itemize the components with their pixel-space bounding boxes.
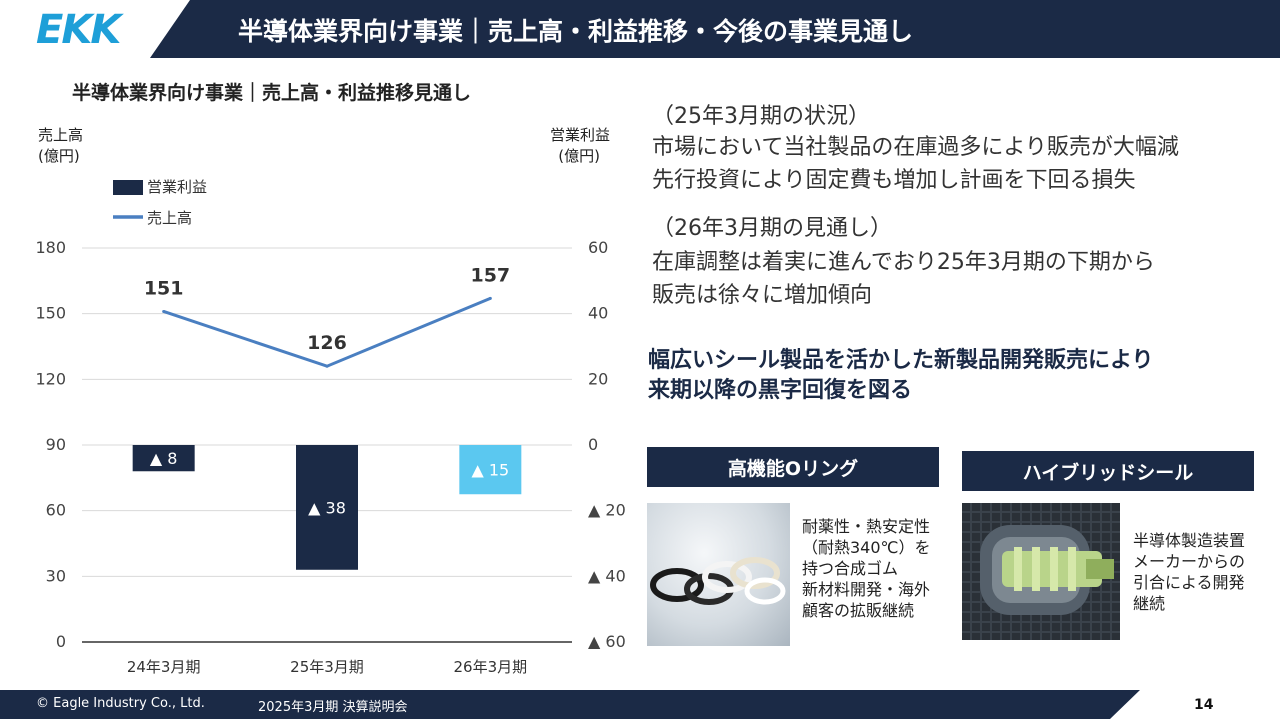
status-line-2: 先行投資により固定費も増加し計画を下回る損失 bbox=[652, 168, 1136, 193]
slide-title: 半導体業界向け事業｜売上高・利益推移・今後の事業見通し bbox=[238, 17, 914, 46]
header-bar bbox=[150, 0, 1280, 58]
product-label-hybrid-seal: ハイブリッドシール bbox=[962, 451, 1254, 491]
status-line-3: 在庫調整は着実に進んでおり25年3月期の下期から bbox=[652, 250, 1155, 275]
strategy-line-1: 幅広いシール製品を活かした新製品開発販売により bbox=[648, 348, 1154, 373]
left-axis-title: 売上高 bbox=[38, 126, 83, 144]
hybrid-seal-caption: 半導体製造装置 メーカーからの 引合による開発 継続 bbox=[1133, 530, 1245, 614]
sales-profit-chart: 売上高 (億円) 営業利益 (億円) 営業利益 売上高 0 ▲ 60 30 ▲ 40 6… bbox=[35, 126, 626, 676]
chart-title: 半導体業界向け事業｜売上高・利益推移見通し bbox=[72, 82, 472, 104]
oring-caption-line: 新材料開発・海外 bbox=[802, 580, 931, 599]
right-tick-label: ▲ 20 bbox=[588, 501, 626, 520]
operating-profit-bar bbox=[459, 445, 522, 495]
page-number-box: 14 bbox=[1110, 690, 1280, 719]
legend-label-sales: 売上高 bbox=[147, 209, 192, 227]
copyright-text: © Eagle Industry Co., Ltd. bbox=[36, 696, 205, 711]
oring-caption-line: （耐熱340℃）を bbox=[802, 538, 931, 557]
left-tick-label: 30 bbox=[46, 566, 66, 585]
slide-header: EKK 半導体業界向け事業｜売上高・利益推移・今後の事業見通し bbox=[0, 0, 1280, 60]
sales-point bbox=[488, 296, 492, 300]
hybrid-seal-photo bbox=[962, 503, 1120, 640]
left-axis-unit: (億円) bbox=[38, 147, 80, 165]
legend-label-operating-profit: 営業利益 bbox=[147, 178, 207, 196]
strategy-text: 幅広いシール製品を活かした新製品開発販売により 来期以降の黒字回復を図る bbox=[648, 346, 1154, 406]
category-label: 26年3月期 bbox=[454, 658, 528, 676]
left-tick-label: 0 bbox=[56, 632, 66, 651]
right-tick-label: 0 bbox=[588, 435, 598, 454]
oring-caption: 耐薬性・熱安定性 （耐熱340℃）を 持つ合成ゴム 新材料開発・海外 顧客の拡販… bbox=[802, 516, 931, 621]
hybrid-caption-line: 半導体製造装置 bbox=[1133, 531, 1246, 550]
sales-label: 126 bbox=[307, 332, 347, 354]
page-number: 14 bbox=[1194, 697, 1214, 713]
right-tick-label: 40 bbox=[588, 304, 608, 323]
status-heading-fy26: （26年3月期の見通し） bbox=[652, 216, 892, 241]
product-label-oring: 高機能Oリング bbox=[647, 447, 939, 487]
category-label: 25年3月期 bbox=[290, 658, 364, 676]
left-tick-label: 180 bbox=[35, 238, 66, 257]
legend-swatch-operating-profit bbox=[113, 180, 143, 195]
operating-profit-label: ▲ 15 bbox=[471, 461, 509, 480]
hybrid-caption-line: メーカーからの bbox=[1133, 552, 1246, 571]
oring-caption-line: 持つ合成ゴム bbox=[802, 559, 899, 578]
hybrid-caption-line: 継続 bbox=[1133, 594, 1166, 613]
status-heading-fy25: （25年3月期の状況） bbox=[652, 104, 870, 129]
sales-point bbox=[162, 309, 166, 313]
hybrid-seal-illustration bbox=[962, 503, 1120, 640]
right-axis-unit: (億円) bbox=[558, 147, 600, 165]
operating-profit-bar bbox=[296, 445, 358, 570]
status-line-4: 販売は徐々に増加傾向 bbox=[652, 283, 873, 308]
oring-caption-line: 顧客の拡販継続 bbox=[802, 601, 915, 620]
status-line-1: 市場において当社製品の在庫過多により販売が大幅減 bbox=[652, 135, 1179, 160]
right-tick-label: 60 bbox=[588, 238, 608, 257]
operating-profit-label: ▲ 38 bbox=[308, 498, 346, 517]
hybrid-caption-line: 引合による開発 bbox=[1133, 573, 1245, 592]
event-name: 2025年3月期 決算説明会 bbox=[258, 700, 408, 715]
company-logo: EKK bbox=[36, 7, 121, 53]
right-axis-title: 営業利益 bbox=[550, 126, 610, 144]
left-tick-label: 60 bbox=[46, 501, 66, 520]
slide-footer: © Eagle Industry Co., Ltd. 2025年3月期 決算説明… bbox=[0, 690, 1280, 719]
category-label: 24年3月期 bbox=[127, 658, 201, 676]
left-tick-label: 120 bbox=[35, 369, 66, 388]
oring-photo bbox=[647, 503, 790, 646]
right-tick-label: 20 bbox=[588, 369, 608, 388]
oring-illustration bbox=[650, 557, 786, 605]
operating-profit-bar bbox=[132, 445, 195, 472]
right-tick-label: ▲ 60 bbox=[588, 632, 626, 651]
sales-label: 157 bbox=[470, 264, 510, 286]
left-tick-label: 150 bbox=[35, 304, 66, 323]
left-tick-label: 90 bbox=[46, 435, 66, 454]
operating-profit-label: ▲ 8 bbox=[150, 449, 178, 468]
sales-point bbox=[325, 364, 329, 368]
sales-label: 151 bbox=[144, 277, 184, 299]
right-tick-label: ▲ 40 bbox=[588, 566, 626, 585]
strategy-line-2: 来期以降の黒字回復を図る bbox=[648, 378, 913, 403]
oring-caption-line: 耐薬性・熱安定性 bbox=[802, 517, 931, 536]
